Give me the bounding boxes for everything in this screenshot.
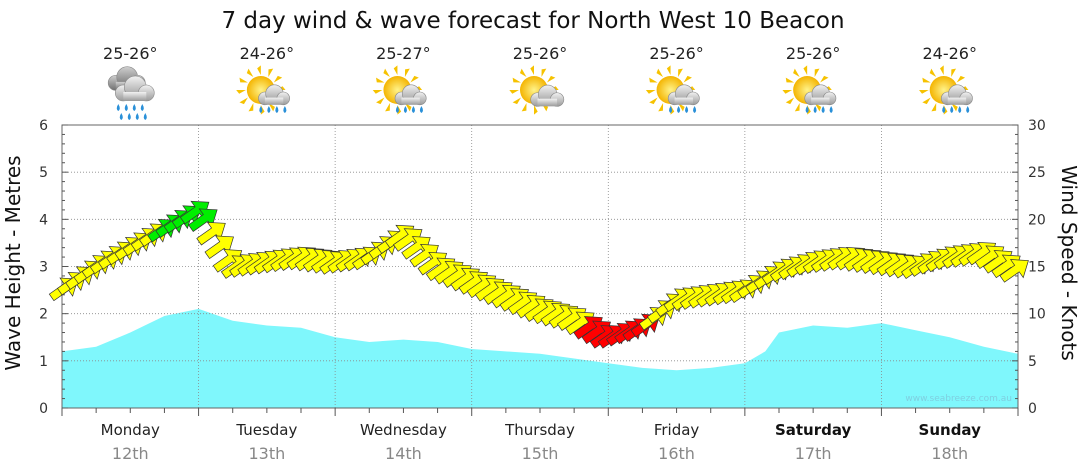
sun-cloud-rain-icon [919,65,973,115]
wind-arrow [188,208,218,232]
date-label: 13th [248,444,285,463]
wave-height-area [62,308,1018,408]
right-axis-label: Wind Speed - Knots [1057,165,1080,361]
date-label: 17th [795,444,832,463]
date-label: 18th [931,444,968,463]
temperature-label: 25-26° [513,44,568,63]
wind-speed-series [48,200,1029,349]
left-tick-label: 2 [39,307,48,323]
temperature-label: 24-26° [240,44,295,63]
right-tick-label: 10 [1028,307,1046,323]
right-tick-label: 25 [1028,165,1046,181]
right-tick-label: 30 [1028,118,1046,134]
day-label: Saturday [775,421,852,439]
weather-icons [107,65,973,120]
day-label: Monday [101,421,160,439]
sun-cloud-rain-icon [782,65,837,115]
date-label: 14th [385,444,422,463]
left-tick-label: 4 [39,212,48,228]
temperature-label: 25-26° [786,44,841,63]
wind-arrow [196,221,226,246]
sun-cloud-icon [509,65,565,115]
left-tick-label: 5 [39,165,48,181]
temperature-label: 24-26° [922,44,977,63]
date-label: 12th [112,444,149,463]
wind-arrow [204,235,234,260]
left-tick-label: 0 [39,401,48,417]
left-axis-label: Wave Height - Metres [1,155,25,370]
right-tick-label: 15 [1028,260,1046,276]
day-label: Wednesday [360,421,447,439]
sun-cloud-rain-icon [236,65,290,115]
rain-cloud-icon [107,66,155,120]
temperature-label: 25-26° [649,44,704,63]
left-tick-label: 1 [39,354,48,370]
day-label: Friday [654,421,700,439]
day-label: Tuesday [235,421,297,439]
day-labels: Monday 12th Tuesday 13th Wednesday 14th Thursd… [101,421,981,463]
left-tick-label: 6 [39,118,48,134]
date-label: 15th [522,444,559,463]
day-label: Sunday [919,421,982,439]
wave-height-series [62,308,1018,408]
chart-title: 7 day wind & wave forecast for North Wes… [221,8,844,34]
right-tick-label: 20 [1028,212,1046,228]
right-tick-label: 0 [1028,401,1037,417]
left-tick-label: 3 [39,260,48,276]
sun-cloud-rain-icon [372,65,427,115]
sun-cloud-rain-icon [645,65,700,115]
temperature-labels: 25-26° 24-26° 25-27° 25-26° 25-26° 25-26° 24-2… [103,44,977,63]
watermark: www.seabreeze.com.au [905,394,1012,404]
wind-arrow [999,259,1029,283]
date-label: 16th [658,444,695,463]
day-label: Thursday [504,421,575,439]
right-tick-label: 5 [1028,354,1037,370]
temperature-label: 25-26° [103,44,158,63]
temperature-label: 25-27° [376,44,431,63]
